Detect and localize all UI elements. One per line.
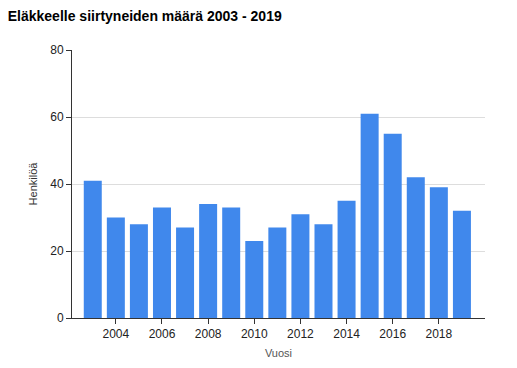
svg-text:2010: 2010 <box>241 327 268 341</box>
svg-text:80: 80 <box>50 43 64 57</box>
svg-text:0: 0 <box>57 311 64 325</box>
svg-text:20: 20 <box>50 244 64 258</box>
svg-text:2014: 2014 <box>333 327 360 341</box>
svg-text:2018: 2018 <box>425 327 452 341</box>
svg-text:Henkilöä: Henkilöä <box>27 162 39 206</box>
svg-text:2016: 2016 <box>379 327 406 341</box>
svg-text:2004: 2004 <box>102 327 129 341</box>
svg-text:2008: 2008 <box>195 327 222 341</box>
svg-text:40: 40 <box>50 177 64 191</box>
svg-text:2012: 2012 <box>287 327 314 341</box>
svg-text:60: 60 <box>50 110 64 124</box>
svg-text:Vuosi: Vuosi <box>265 347 292 359</box>
svg-text:Eläkkeelle siirtyneiden määrä: Eläkkeelle siirtyneiden määrä 2003 - 201… <box>8 8 282 24</box>
svg-text:2006: 2006 <box>149 327 176 341</box>
